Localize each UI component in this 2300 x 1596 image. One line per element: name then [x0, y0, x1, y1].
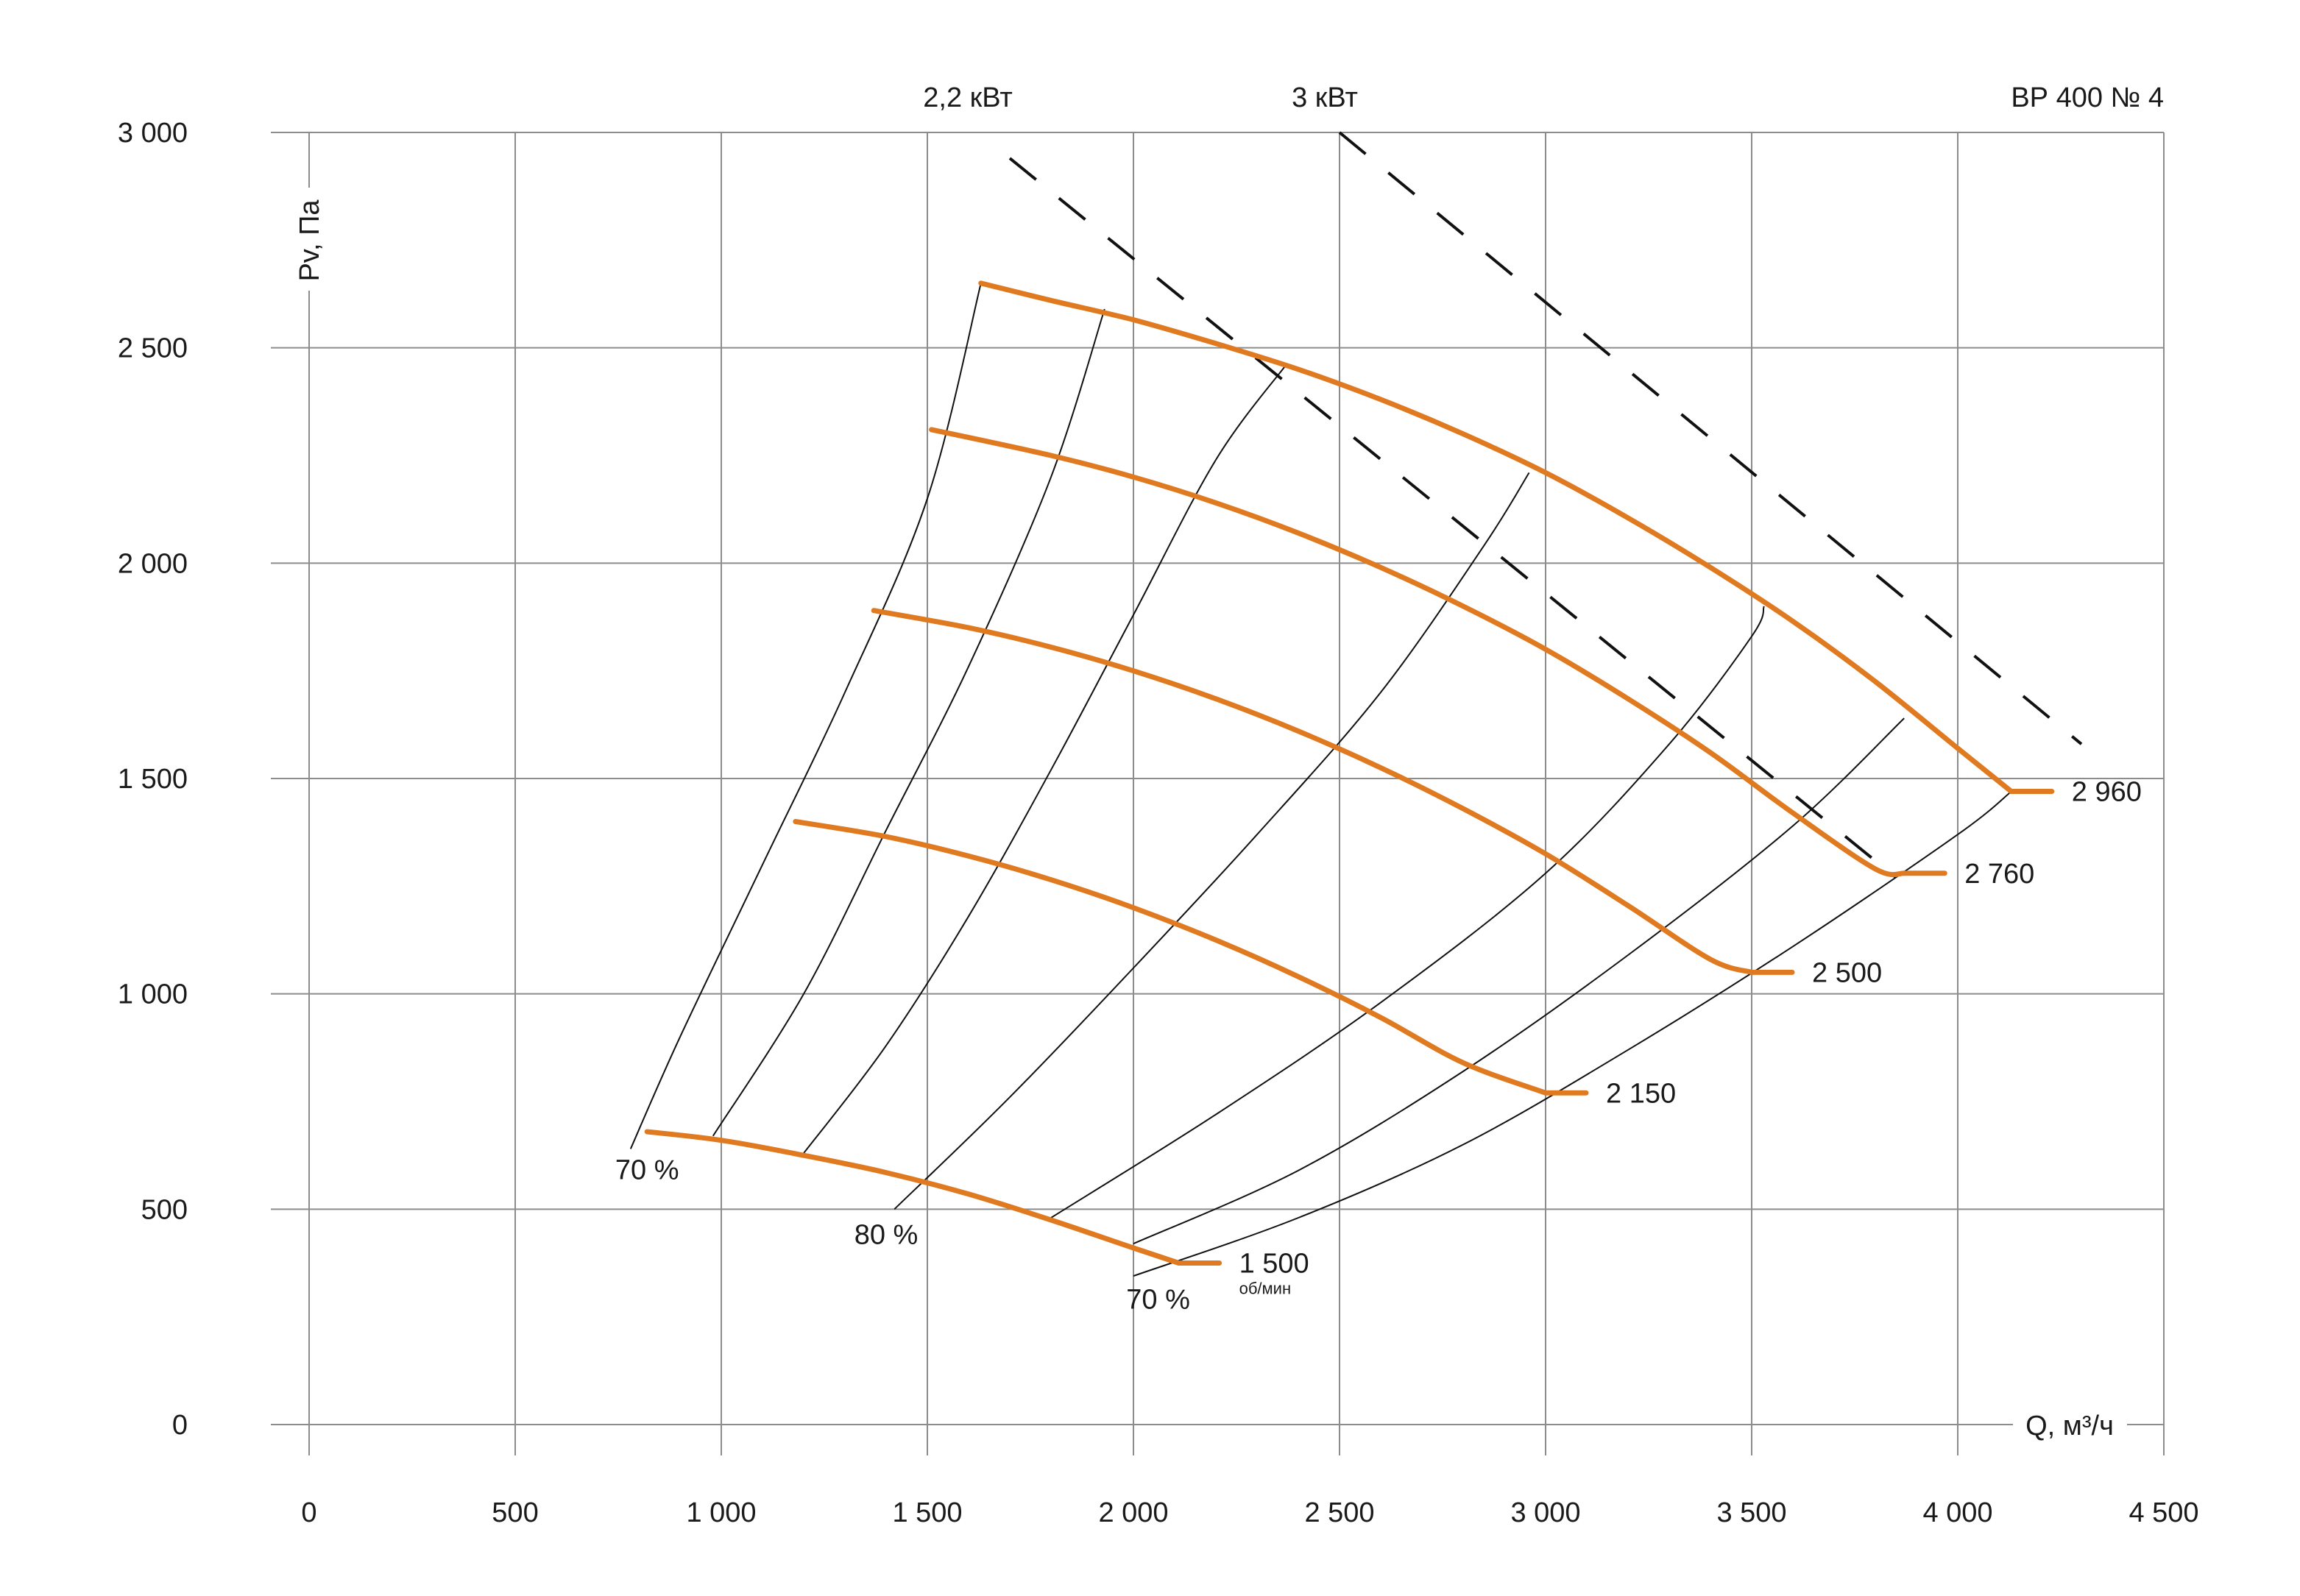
- y-tick-label: 2 000: [118, 548, 188, 579]
- x-tick-label: 500: [492, 1497, 538, 1528]
- x-tick-label: 4 000: [1922, 1497, 1992, 1528]
- y-axis-label: Pv, Па: [294, 199, 325, 282]
- labels: 0 500 1 000 1 500 2 000 2 500 3 000 0 500 1 000 1 …: [118, 82, 2199, 1528]
- power-line: [1008, 157, 1897, 879]
- x-tick-label: 1 000: [686, 1497, 756, 1528]
- y-tick-label: 500: [141, 1194, 188, 1225]
- speed-unit-label: об/мин: [1239, 1280, 1292, 1298]
- speed-label: 2 760: [1964, 859, 2034, 890]
- x-axis-label: Q, м³/ч: [2025, 1411, 2114, 1441]
- x-tick-label: 2 500: [1304, 1497, 1374, 1528]
- power-label: 2,2 кВт: [923, 82, 1013, 113]
- speed-curves: [644, 280, 2055, 1266]
- speed-label: 2 500: [1812, 957, 1882, 988]
- chart-title: ВР 400 № 4: [2011, 82, 2164, 113]
- power-label: 3 кВт: [1292, 82, 1358, 113]
- efficiency-line: [629, 283, 982, 1149]
- x-tick-label: 3 500: [1716, 1497, 1786, 1528]
- y-tick-label: 2 500: [118, 333, 188, 364]
- x-axis-label-bg: [2013, 1407, 2127, 1442]
- power-line: [1338, 131, 2083, 745]
- efficiency-line: [1133, 790, 2012, 1277]
- x-tick-label: 1 500: [892, 1497, 962, 1528]
- speed-curve: [644, 1129, 1182, 1266]
- efficiency-line: [1050, 606, 1765, 1219]
- efficiency-label: 70 %: [1126, 1284, 1190, 1315]
- efficiency-label: 80 %: [854, 1219, 919, 1250]
- speed-curve: [793, 819, 1549, 1096]
- efficiency-line: [1133, 717, 1905, 1245]
- speed-curve: [871, 608, 1755, 975]
- efficiency-line: [803, 364, 1287, 1154]
- x-tick-label: 3 000: [1510, 1497, 1580, 1528]
- grid: [271, 132, 2165, 1455]
- y-axis-label-bg: [294, 188, 324, 291]
- efficiency-lines: [629, 283, 2012, 1277]
- speed-label: 2 150: [1606, 1078, 1676, 1109]
- y-tick-label: 3 000: [118, 118, 188, 149]
- speed-curve: [929, 427, 1907, 878]
- y-tick-label: 1 000: [118, 979, 188, 1010]
- efficiency-line: [894, 472, 1530, 1210]
- speed-label: 2 960: [2072, 777, 2142, 808]
- speed-curve: [978, 280, 2014, 795]
- power-lines: [1008, 131, 2083, 879]
- x-tick-label: 4 500: [2129, 1497, 2198, 1528]
- x-tick-label: 2 000: [1098, 1497, 1168, 1528]
- x-tick-label: 0: [301, 1497, 316, 1528]
- y-tick-label: 0: [172, 1410, 188, 1441]
- y-tick-label: 1 500: [118, 764, 188, 795]
- speed-label: 1 500: [1239, 1249, 1309, 1280]
- efficiency-label: 70 %: [615, 1155, 679, 1186]
